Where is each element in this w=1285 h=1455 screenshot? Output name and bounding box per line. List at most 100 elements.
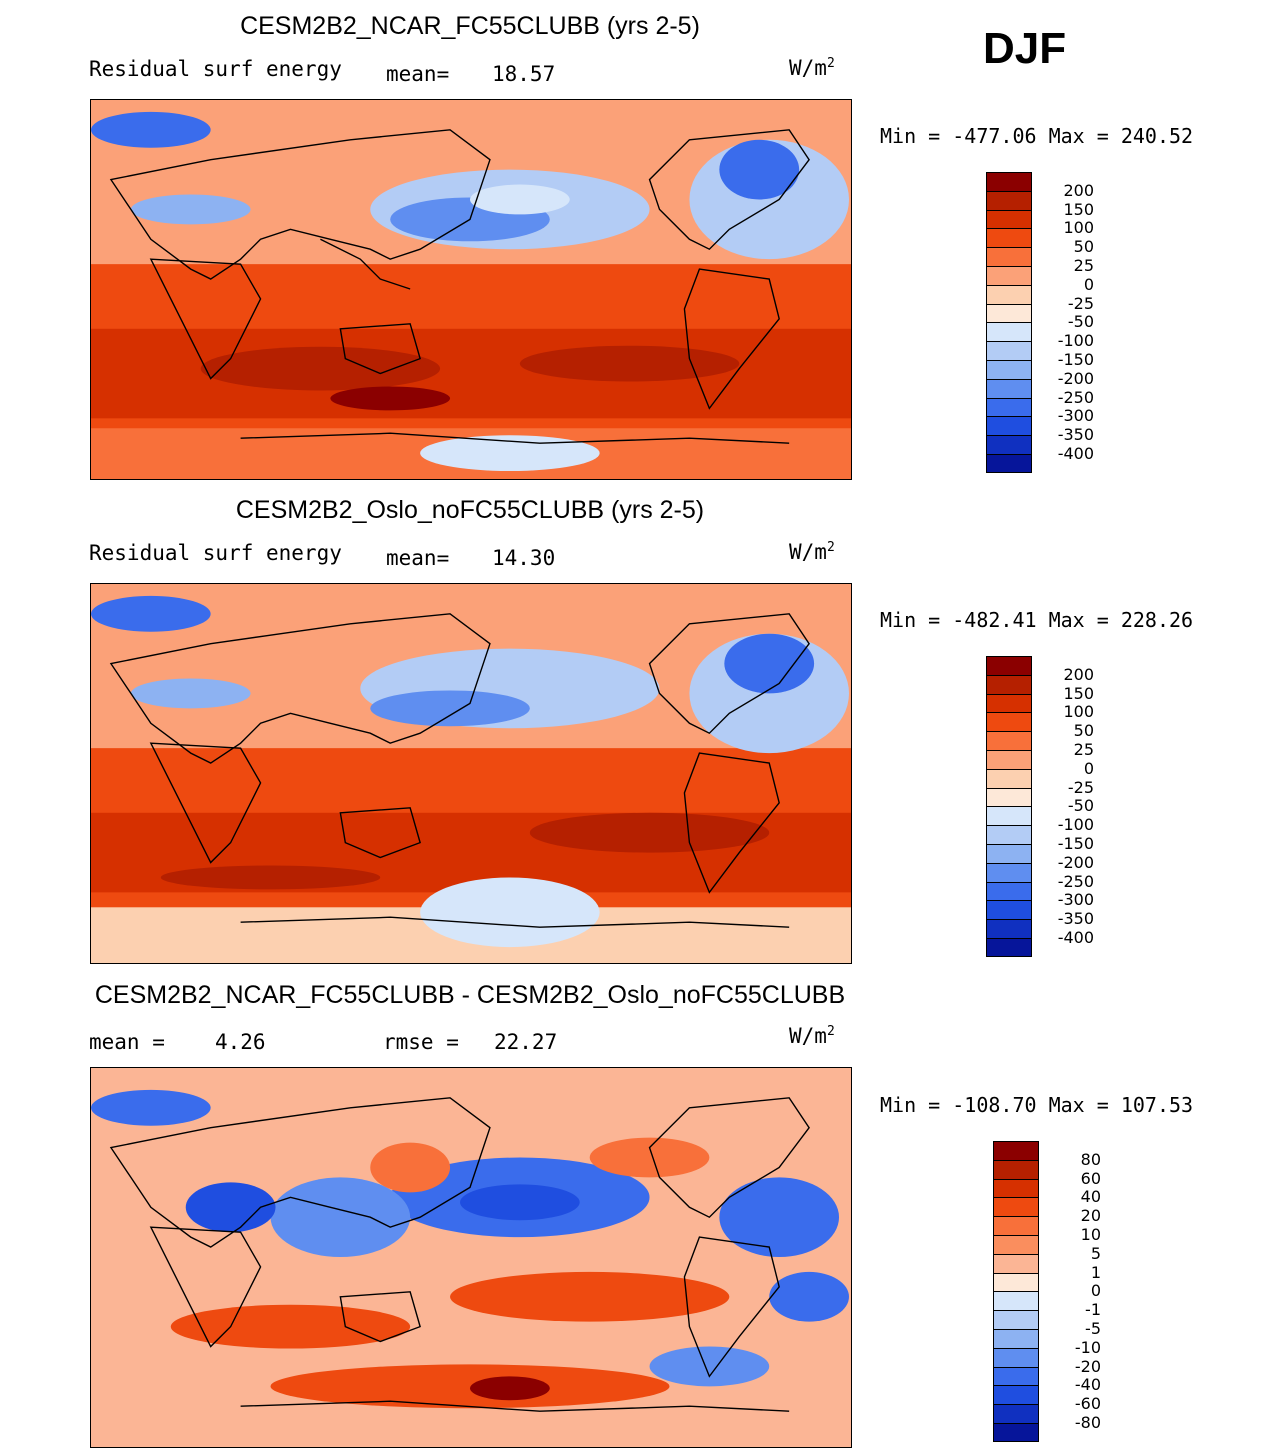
colorbar-tick-label: -150 bbox=[1057, 834, 1094, 853]
colorbar-tick-label: 150 bbox=[1063, 683, 1094, 703]
panel-1-map-plot bbox=[91, 100, 851, 479]
colorbar-tick-label: -250 bbox=[1057, 387, 1094, 407]
panel-3-map-plot bbox=[91, 1068, 851, 1447]
colorbar-tick-label: -80 bbox=[1074, 1413, 1101, 1432]
colorbar-swatch bbox=[986, 209, 1032, 229]
colorbar-swatch bbox=[993, 1291, 1039, 1311]
colorbar-tick-label: 80 bbox=[1080, 1149, 1101, 1169]
colorbar-tick-label: -200 bbox=[1057, 368, 1094, 388]
colorbar-swatch bbox=[986, 172, 1032, 191]
panel-2-map-plot bbox=[91, 584, 851, 963]
colorbar-swatch bbox=[986, 454, 1032, 473]
colorbar-swatch bbox=[993, 1216, 1039, 1235]
colorbar-tick-label: -1 bbox=[1085, 1300, 1101, 1320]
panel-1-min-max: Min = -477.06 Max = 240.52 bbox=[880, 124, 1194, 148]
colorbar-swatch bbox=[993, 1159, 1039, 1179]
colorbar-swatch bbox=[986, 378, 1032, 398]
colorbar-tick-label: -200 bbox=[1057, 852, 1094, 872]
colorbar-tick-label: 0 bbox=[1090, 1281, 1101, 1301]
colorbar-swatch bbox=[986, 881, 1032, 901]
panel-3-title: CESM2B2_NCAR_FC55CLUBB - CESM2B2_Oslo_no… bbox=[94, 981, 846, 1009]
colorbar-swatch bbox=[993, 1197, 1039, 1217]
colorbar-swatch bbox=[986, 284, 1032, 304]
panel-2-min-max: Min = -482.41 Max = 228.26 bbox=[880, 608, 1194, 632]
colorbar-swatch bbox=[986, 768, 1032, 788]
colorbar-tick-label: 150 bbox=[1063, 199, 1094, 219]
panel-2-field-label: Residual surf energy bbox=[89, 541, 342, 565]
colorbar-tick-label: -400 bbox=[1057, 444, 1094, 463]
colorbar-swatch bbox=[986, 787, 1032, 807]
colorbar-tick-label: 200 bbox=[1063, 664, 1094, 684]
colorbar-swatch bbox=[986, 341, 1032, 360]
colorbar-swatch bbox=[986, 938, 1032, 957]
colorbar-swatch bbox=[993, 1272, 1039, 1292]
colorbar-tick-label: 0 bbox=[1083, 274, 1094, 294]
colorbar-swatch bbox=[993, 1310, 1039, 1329]
colorbar-tick-label: -300 bbox=[1057, 406, 1094, 426]
colorbar-swatch bbox=[986, 862, 1032, 882]
colorbar-tick-label: -400 bbox=[1057, 928, 1094, 947]
panel-1-map bbox=[90, 99, 852, 480]
colorbar-swatch bbox=[993, 1404, 1039, 1423]
colorbar-tick-label: -50 bbox=[1067, 796, 1094, 816]
colorbar-swatch bbox=[986, 674, 1032, 694]
colorbar-swatch bbox=[986, 656, 1032, 675]
colorbar-swatch bbox=[986, 416, 1032, 436]
colorbar-tick-label: -100 bbox=[1057, 331, 1094, 351]
colorbar-tick-label: 50 bbox=[1073, 237, 1094, 257]
colorbar-tick-label: -25 bbox=[1067, 777, 1094, 797]
colorbar-swatch bbox=[993, 1235, 1039, 1254]
colorbar-tick-label: 0 bbox=[1083, 758, 1094, 778]
panel-2-units: W/m2 bbox=[789, 540, 835, 564]
colorbar-tick-label: -250 bbox=[1057, 871, 1094, 891]
colorbar-tick-label: -350 bbox=[1057, 425, 1094, 445]
colorbar-swatch bbox=[986, 825, 1032, 844]
colorbar-swatch bbox=[986, 322, 1032, 342]
panel-3-mean-value: 4.26 bbox=[215, 1030, 266, 1054]
colorbar-swatch bbox=[986, 435, 1032, 454]
colorbar-swatch bbox=[986, 266, 1032, 285]
colorbar-swatch bbox=[986, 397, 1032, 417]
panel-1-mean-value: 18.57 bbox=[492, 62, 556, 86]
panel-3-rmse-label: rmse = bbox=[383, 1030, 459, 1054]
colorbar-swatch bbox=[993, 1347, 1039, 1367]
panel-3-units: W/m2 bbox=[789, 1024, 835, 1048]
colorbar-tick-label: 100 bbox=[1063, 702, 1094, 722]
colorbar-swatch bbox=[986, 247, 1032, 266]
colorbar-swatch bbox=[993, 1385, 1039, 1405]
panel-3-rmse-value: 22.27 bbox=[494, 1030, 558, 1054]
colorbar-tick-label: -100 bbox=[1057, 815, 1094, 835]
colorbar-swatch bbox=[986, 900, 1032, 920]
colorbar-tick-label: -150 bbox=[1057, 350, 1094, 369]
colorbar-tick-label: 10 bbox=[1080, 1225, 1101, 1244]
colorbar-tick-label: 40 bbox=[1080, 1187, 1101, 1207]
colorbar-swatch bbox=[986, 844, 1032, 863]
colorbar-tick-label: 100 bbox=[1063, 218, 1094, 238]
panel-1-mean-label: mean= bbox=[386, 62, 450, 86]
colorbar-tick-label: -60 bbox=[1074, 1394, 1101, 1414]
colorbar-swatch bbox=[986, 919, 1032, 938]
colorbar-tick-label: 60 bbox=[1080, 1168, 1101, 1188]
colorbar-swatch bbox=[986, 228, 1032, 248]
panel-2-title: CESM2B2_Oslo_noFC55CLUBB (yrs 2-5) bbox=[235, 496, 705, 524]
colorbar-tick-label: -25 bbox=[1067, 293, 1094, 313]
colorbar-swatch bbox=[986, 750, 1032, 769]
panel-2-map bbox=[90, 583, 852, 964]
panel-3-map bbox=[90, 1067, 852, 1448]
colorbar-swatch bbox=[986, 303, 1032, 323]
colorbar-tick-label: -10 bbox=[1074, 1337, 1101, 1357]
colorbar-swatch bbox=[986, 693, 1032, 713]
panel-1-units: W/m2 bbox=[789, 56, 835, 80]
colorbar-tick-label: 25 bbox=[1073, 740, 1094, 759]
colorbar-swatch bbox=[993, 1178, 1039, 1198]
colorbar-swatch bbox=[986, 360, 1032, 379]
colorbar-swatch bbox=[986, 712, 1032, 732]
colorbar-tick-label: 1 bbox=[1090, 1262, 1101, 1282]
season-label: DJF bbox=[983, 24, 1067, 73]
colorbar-tick-label: -350 bbox=[1057, 909, 1094, 929]
colorbar-swatch bbox=[986, 190, 1032, 210]
colorbar-swatch bbox=[986, 731, 1032, 750]
panel-3-min-max: Min = -108.70 Max = 107.53 bbox=[880, 1093, 1194, 1117]
colorbar-tick-label: -5 bbox=[1085, 1319, 1101, 1338]
panel-3-mean-label: mean = bbox=[89, 1030, 165, 1054]
